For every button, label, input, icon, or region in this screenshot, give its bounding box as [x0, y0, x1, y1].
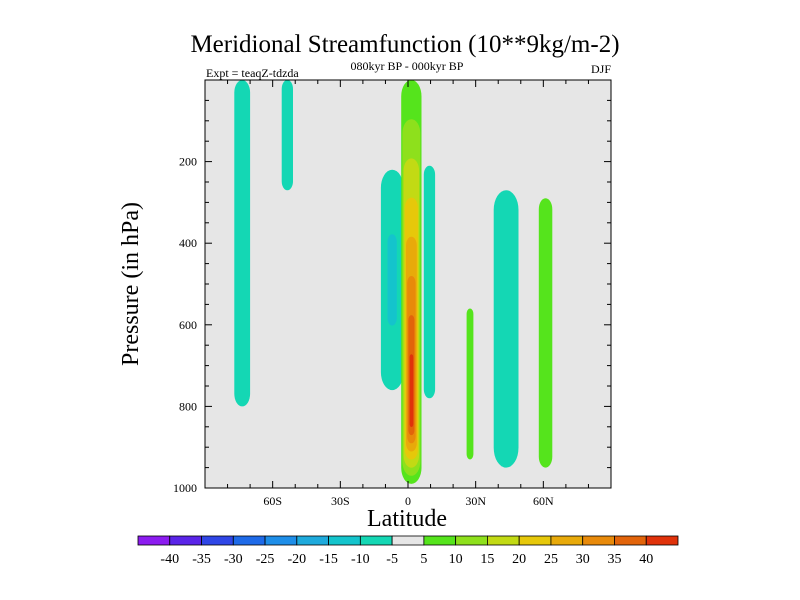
colorbar-label: 35	[607, 552, 621, 567]
y-tick-label: 600	[179, 318, 197, 332]
y-tick-label: 800	[179, 399, 197, 413]
x-tick-label: 60S	[263, 494, 282, 508]
contour-band-3-level-5	[423, 165, 436, 399]
x-tick-labels: 60S 30S 0 30N 60N	[263, 494, 554, 508]
y-tick-label: 200	[179, 155, 197, 169]
colorbar-box	[487, 535, 520, 546]
colorbar-box	[518, 535, 552, 546]
season-label: DJF	[591, 62, 611, 76]
contour-band-7-level-5	[466, 308, 474, 460]
plot-area: 60S 30S 0 30N 60N 200 400 600 800 1000	[173, 79, 612, 508]
colorbar-box	[423, 535, 457, 546]
x-tick-label: 60N	[533, 494, 554, 508]
colorbar-box	[137, 535, 171, 546]
colorbar-label: -40	[160, 552, 179, 567]
colorbar-label: 15	[480, 552, 494, 567]
contour-band-0-level-5	[234, 80, 251, 407]
colorbar-box	[645, 535, 679, 546]
contour-fills	[234, 80, 553, 484]
colorbar-label: 40	[639, 552, 653, 567]
axis-ticks	[204, 79, 612, 489]
colorbar-box	[455, 535, 488, 546]
contour-band-5-level-40	[409, 354, 414, 427]
x-tick-label: 30S	[331, 494, 350, 508]
colorbar-label: 5	[420, 552, 427, 567]
y-tick-labels: 200 400 600 800 1000	[173, 155, 197, 495]
colorbar-box	[296, 535, 329, 546]
colorbar-label: -20	[287, 552, 306, 567]
y-tick-label: 1000	[173, 481, 197, 495]
x-tick-label: 0	[405, 494, 411, 508]
contour-band-4-level-5	[493, 190, 519, 468]
colorbar-label: 30	[576, 552, 590, 567]
colorbar-box	[550, 535, 584, 546]
contour-band-1-level-5	[281, 80, 293, 191]
x-tick-label: 30N	[465, 494, 486, 508]
y-axis-label: Pressure (in hPa)	[118, 202, 144, 366]
contour-band-2-level-10	[387, 234, 397, 326]
colorbar-box	[582, 535, 615, 546]
colorbar: -40 -35 -30 -25 -20 -15 -10 -5 5 10 15 20 25 30 35 40	[137, 535, 679, 567]
colorbar-label: 20	[512, 552, 526, 567]
y-tick-label: 400	[179, 236, 197, 250]
colorbar-box	[614, 535, 647, 546]
colorbar-label: -15	[319, 552, 338, 567]
colorbar-label: -10	[351, 552, 370, 567]
colorbar-box	[391, 535, 425, 546]
colorbar-label: -30	[224, 552, 243, 567]
chart-subtitle: 080kyr BP - 000kyr BP	[351, 59, 464, 73]
colorbar-label: -5	[386, 552, 398, 567]
colorbar-box	[169, 535, 202, 546]
colorbar-label: 25	[544, 552, 558, 567]
contour-band-6-level-5	[538, 198, 553, 468]
experiment-label: Expt = teaqZ-tdzda	[206, 66, 299, 80]
chart-title: Meridional Streamfunction (10**9kg/m-2)	[190, 31, 619, 58]
colorbar-box	[328, 535, 361, 546]
colorbar-box	[232, 535, 266, 546]
colorbar-label: -25	[256, 552, 275, 567]
colorbar-label: -35	[192, 552, 211, 567]
colorbar-box	[359, 535, 393, 546]
x-axis-label: Latitude	[367, 506, 447, 532]
colorbar-label: 10	[449, 552, 463, 567]
colorbar-box	[264, 535, 298, 546]
colorbar-box	[201, 535, 234, 546]
